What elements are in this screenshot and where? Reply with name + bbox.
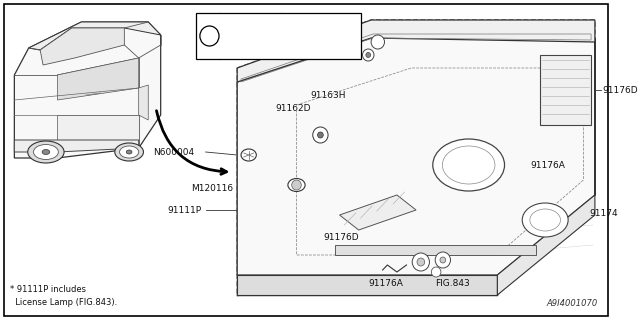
Text: 1: 1 — [206, 31, 213, 41]
Polygon shape — [29, 22, 161, 50]
Polygon shape — [14, 140, 139, 152]
Circle shape — [435, 252, 451, 268]
Circle shape — [313, 127, 328, 143]
Polygon shape — [540, 55, 591, 125]
Circle shape — [200, 26, 219, 46]
Ellipse shape — [433, 139, 504, 191]
Ellipse shape — [522, 203, 568, 237]
Circle shape — [371, 35, 385, 49]
Text: 91111P: 91111P — [168, 205, 202, 214]
Circle shape — [412, 253, 429, 271]
Text: N600004: N600004 — [153, 148, 194, 156]
Text: * 91111P includes: * 91111P includes — [10, 285, 86, 294]
Text: 91176D: 91176D — [323, 233, 359, 242]
Circle shape — [317, 132, 323, 138]
Text: 91174: 91174 — [589, 209, 618, 218]
Text: A9I4001070: A9I4001070 — [547, 299, 598, 308]
Polygon shape — [340, 195, 416, 230]
Circle shape — [292, 180, 301, 190]
Polygon shape — [237, 275, 497, 295]
Polygon shape — [139, 85, 148, 120]
Text: 96082D: 96082D — [233, 20, 268, 29]
Circle shape — [431, 267, 441, 277]
Bar — [196, 13, 360, 59]
Text: ①: ① — [374, 37, 381, 46]
Ellipse shape — [126, 150, 132, 154]
Text: 91176A: 91176A — [531, 161, 566, 170]
Ellipse shape — [33, 145, 58, 159]
Text: 91162D: 91162D — [275, 103, 311, 113]
Circle shape — [366, 52, 371, 58]
Circle shape — [362, 49, 374, 61]
Text: 91176A: 91176A — [368, 278, 403, 287]
Polygon shape — [58, 115, 139, 140]
Text: M120116: M120116 — [191, 183, 234, 193]
Polygon shape — [40, 28, 124, 65]
Ellipse shape — [241, 149, 257, 161]
Text: License Lamp (FIG.843).: License Lamp (FIG.843). — [10, 298, 117, 307]
Text: 91162D: 91162D — [233, 44, 268, 52]
Polygon shape — [14, 22, 161, 158]
Polygon shape — [335, 245, 536, 255]
Polygon shape — [58, 58, 139, 100]
Circle shape — [417, 258, 425, 266]
Circle shape — [440, 257, 445, 263]
Text: FIG.843: FIG.843 — [435, 278, 470, 287]
Text: 91163H: 91163H — [311, 91, 346, 100]
Text: <0502- >: <0502- > — [300, 44, 344, 52]
Text: < -0502>: < -0502> — [300, 20, 344, 29]
Ellipse shape — [42, 149, 50, 155]
Polygon shape — [237, 20, 595, 82]
Polygon shape — [497, 38, 595, 295]
Ellipse shape — [120, 146, 139, 158]
Ellipse shape — [115, 143, 143, 161]
Ellipse shape — [288, 179, 305, 191]
Text: 91176D: 91176D — [603, 85, 638, 94]
Polygon shape — [237, 38, 595, 275]
Ellipse shape — [28, 141, 64, 163]
